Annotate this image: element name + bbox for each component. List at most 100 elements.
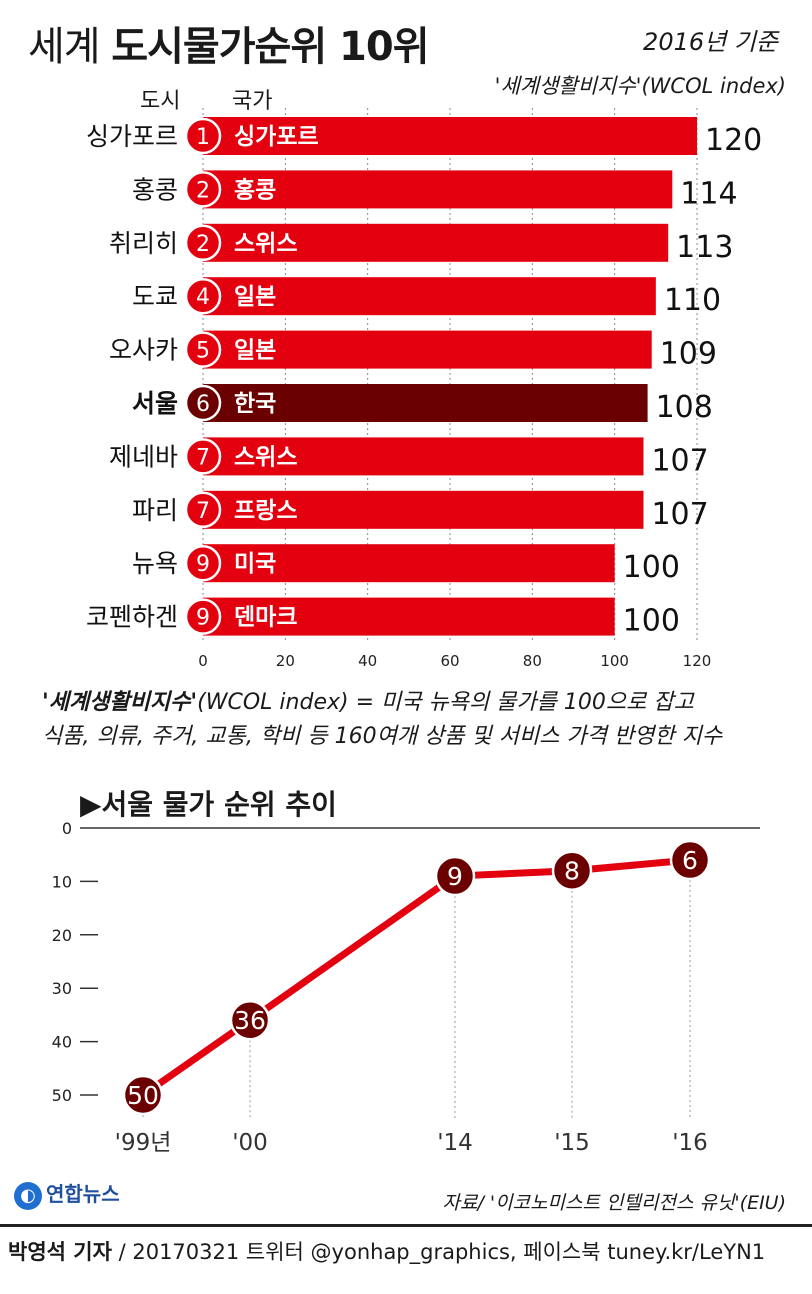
- series-line: [140, 856, 691, 1098]
- data-point: [669, 839, 711, 881]
- x-tick-label: '14: [437, 1130, 473, 1156]
- x-tick-label: 40: [358, 652, 377, 670]
- y-tick-label: 30: [52, 979, 72, 998]
- rank-badge: [184, 598, 222, 635]
- x-tick-label: 20: [276, 652, 295, 670]
- rank-number: 5: [196, 339, 210, 364]
- value-label: 100: [623, 604, 680, 639]
- city-label: 싱가포르: [86, 122, 178, 151]
- y-tick-label: 20: [52, 926, 72, 945]
- index-description-line1: '세계생활비지수'(WCOL index) = 미국 뉴욕의 물가를 100으로…: [42, 684, 694, 716]
- country-label: 스위스: [234, 444, 297, 470]
- country-label: 프랑스: [234, 498, 297, 524]
- x-tick-label: 0: [198, 652, 208, 670]
- x-tick-label: 80: [523, 652, 542, 670]
- country-label: 일본: [234, 338, 276, 364]
- y-tick-label: 50: [52, 1086, 72, 1105]
- bar: [203, 223, 669, 262]
- country-label: 미국: [234, 551, 276, 577]
- y-tick-label: 40: [52, 1033, 72, 1052]
- x-tick-label: '99년: [115, 1130, 172, 1156]
- bar: [203, 490, 644, 529]
- data-point: [122, 1074, 164, 1116]
- bar: [203, 544, 615, 583]
- index-label: '세계생활비지수'(WCOL index): [494, 74, 786, 98]
- data-label: 8: [564, 857, 580, 886]
- rank-badge: [184, 171, 222, 208]
- country-label: 홍콩: [234, 177, 276, 203]
- rank-number: 7: [196, 499, 210, 524]
- line-chart: 0 10 20 30 40 50 50 36 9 8 6 '99년 '00 '14 '15 '16: [52, 819, 760, 1156]
- value-label: 107: [651, 443, 708, 478]
- rank-number: 4: [196, 285, 210, 310]
- rank-badge: [184, 384, 222, 422]
- data-point: [229, 999, 271, 1041]
- credit-rest: / 20170321 트위터 @yonhap_graphics, 페이스북 tu…: [111, 1240, 766, 1264]
- value-label: 120: [705, 123, 762, 158]
- title-bold: 도시물가순위 10위: [111, 24, 429, 70]
- bar: [203, 277, 656, 316]
- city-label: 뉴욕: [132, 549, 178, 578]
- value-label: 113: [676, 230, 733, 265]
- city-label: 파리: [132, 496, 178, 525]
- value-label: 108: [656, 390, 713, 425]
- rank-number: 9: [196, 606, 210, 631]
- x-tick-label: '15: [554, 1130, 590, 1156]
- bar: [203, 170, 673, 209]
- value-label: 107: [651, 497, 708, 532]
- source-note: 자료/ '이코노미스트 인텔리전스 유닛'(EIU): [442, 1192, 786, 1214]
- value-label: 110: [664, 283, 721, 318]
- country-label: 한국: [234, 391, 276, 417]
- city-label: 도쿄: [132, 282, 178, 311]
- rank-badge: [184, 331, 222, 368]
- rank-number: 9: [196, 552, 210, 577]
- x-tick-label: '00: [232, 1130, 268, 1156]
- data-point: [434, 855, 476, 897]
- x-tick-label: '16: [672, 1130, 708, 1156]
- rank-badge: [184, 224, 222, 262]
- yonhap-logo-icon: ◐: [14, 1181, 42, 1210]
- data-label: 9: [447, 862, 463, 891]
- value-label: 114: [680, 176, 737, 211]
- city-label: 제네바: [109, 442, 178, 471]
- rank-badge: [184, 117, 222, 155]
- rank-number: 6: [196, 392, 210, 417]
- city-label: 서울: [132, 389, 178, 418]
- x-tick-label: 60: [440, 652, 459, 670]
- data-label: 36: [234, 1006, 266, 1035]
- data-label: 6: [682, 846, 698, 875]
- rank-badge: [184, 491, 222, 529]
- city-label: 취리히: [109, 229, 178, 258]
- city-label: 오사카: [109, 336, 178, 365]
- country-label: 스위스: [234, 231, 297, 257]
- rank-badge: [184, 277, 222, 315]
- credit-line: 박영석 기자 / 20170321 트위터 @yonhap_graphics, …: [8, 1236, 765, 1266]
- chart-title: 세계 도시물가순위 10위: [28, 14, 430, 72]
- data-point: [551, 850, 593, 891]
- country-label: 싱가포르: [234, 124, 319, 150]
- rank-number: 1: [196, 125, 210, 150]
- logo-text: 연합뉴스: [46, 1182, 120, 1206]
- rank-badge: [184, 544, 222, 582]
- title-regular: 세계: [28, 24, 101, 70]
- rank-number: 2: [196, 232, 210, 257]
- data-label: 50: [127, 1081, 159, 1110]
- country-label: 덴마크: [234, 605, 297, 631]
- city-label: 코펜하겐: [86, 603, 178, 632]
- column-header-city: 도시: [140, 89, 181, 114]
- y-tick-label: 10: [52, 872, 72, 891]
- bar: [203, 384, 648, 422]
- x-tick-label: 100: [600, 652, 629, 670]
- footer-divider: [0, 1224, 812, 1227]
- bar: [203, 330, 652, 369]
- city-label: 홍콩: [132, 175, 178, 204]
- country-label: 일본: [234, 284, 276, 310]
- y-tick-label: 0: [62, 819, 72, 838]
- x-tick-label: 120: [683, 652, 712, 670]
- basis-year: 2016년 기준: [643, 28, 778, 56]
- credit-name: 박영석 기자: [8, 1240, 112, 1264]
- yonhap-logo: ◐ 연합뉴스: [14, 1178, 120, 1210]
- value-label: 109: [660, 337, 717, 372]
- rank-number: 7: [196, 445, 210, 470]
